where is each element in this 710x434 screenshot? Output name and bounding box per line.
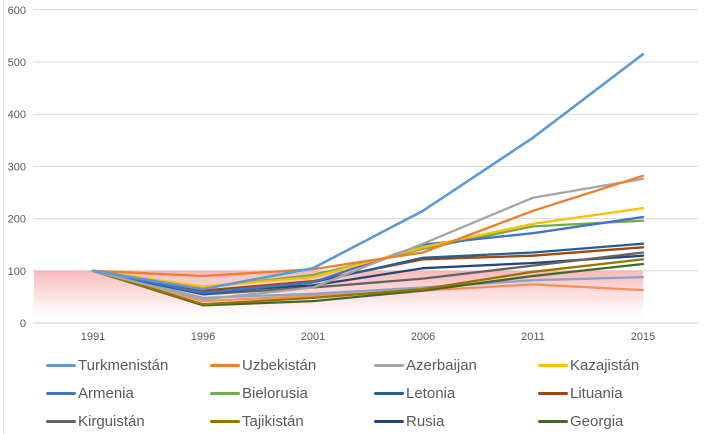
- legend-swatch-kirguistan: [46, 419, 76, 423]
- legend-label: Rusia: [406, 412, 445, 430]
- legend-swatch-tajikistan: [210, 419, 240, 423]
- legend-item-rusia[interactable]: Rusia: [374, 411, 538, 431]
- line-chart: 0 100 200 300 400 500 600 1991 1996 2001 2006 2011 2…: [8, 5, 698, 343]
- x-tick-label: 2015: [631, 331, 655, 343]
- legend-label: Tajikistán: [242, 412, 304, 430]
- legend-item-bielorusia[interactable]: Bielorusia: [210, 383, 374, 403]
- x-tick-label: 1991: [81, 331, 105, 343]
- window-edge: [3, 0, 4, 434]
- legend-label: Turkmenistán: [78, 356, 169, 374]
- y-tick-label: 200: [8, 214, 26, 226]
- legend-label: Lituania: [570, 384, 623, 402]
- x-tick-label: 2011: [521, 331, 545, 343]
- y-tick-label: 400: [8, 109, 26, 121]
- legend-item-uzbekistan[interactable]: Uzbekistán: [210, 355, 374, 375]
- y-tick-label: 500: [8, 57, 26, 69]
- y-tick-label: 0: [20, 318, 26, 330]
- legend-swatch-armenia: [46, 391, 76, 395]
- legend-item-kirguistan[interactable]: Kirguistán: [46, 411, 210, 431]
- series-line-unlabeled-series-1: [91, 269, 645, 300]
- legend-item-tajikistan[interactable]: Tajikistán: [210, 411, 374, 431]
- legend-swatch-georgia: [538, 419, 568, 423]
- legend-item-turkmenistan[interactable]: Turkmenistán: [46, 355, 210, 375]
- legend-label: Kazajistán: [570, 356, 640, 374]
- chart-legend: Turkmenistán Uzbekistán Azerbaijan Kazajist…: [46, 355, 706, 431]
- y-tick-label: 300: [8, 161, 26, 173]
- legend-item-letonia[interactable]: Letonia: [374, 383, 538, 403]
- legend-swatch-azerbaijan: [374, 363, 404, 367]
- series-line-armenia: [91, 215, 645, 294]
- x-tick-label: 1996: [191, 331, 215, 343]
- series-line-tajikistan: [91, 258, 645, 306]
- series-line-uzbekistan: [91, 174, 645, 278]
- series-line-azerbaijan: [91, 177, 645, 301]
- legend-label: Georgia: [570, 412, 624, 430]
- legend-item-lituania[interactable]: Lituania: [538, 383, 702, 403]
- legend-label: Armenia: [78, 384, 134, 402]
- legend-item-georgia[interactable]: Georgia: [538, 411, 702, 431]
- series-line-letonia: [91, 242, 645, 296]
- legend-label: Kirguistán: [78, 412, 145, 430]
- y-tick-label: 100: [8, 266, 26, 278]
- legend-label: Uzbekistán: [242, 356, 317, 374]
- legend-swatch-uzbekistan: [210, 363, 240, 367]
- series-line-turkmenistan: [91, 52, 645, 291]
- legend-item-armenia[interactable]: Armenia: [46, 383, 210, 403]
- legend-swatch-bielorusia: [210, 391, 240, 395]
- legend-swatch-letonia: [374, 391, 404, 395]
- legend-swatch-rusia: [374, 419, 404, 423]
- legend-swatch-turkmenistan: [46, 363, 76, 367]
- x-tick-label: 2001: [301, 331, 325, 343]
- legend-label: Azerbaijan: [406, 356, 477, 374]
- series-line-kazajistan: [91, 207, 645, 288]
- y-tick-label: 600: [8, 5, 26, 17]
- legend-label: Letonia: [406, 384, 456, 402]
- legend-item-azerbaijan[interactable]: Azerbaijan: [374, 355, 538, 375]
- x-tick-label: 2006: [411, 331, 435, 343]
- legend-swatch-lituania: [538, 391, 568, 395]
- legend-label: Bielorusia: [242, 384, 308, 402]
- legend-item-kazajistan[interactable]: Kazajistán: [538, 355, 702, 375]
- legend-swatch-kazajistan: [538, 363, 568, 367]
